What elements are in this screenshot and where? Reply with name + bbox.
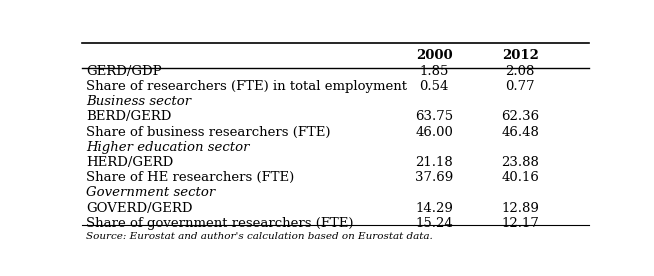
Text: 2000: 2000 <box>416 49 453 62</box>
Text: HERD/GERD: HERD/GERD <box>86 156 173 169</box>
Text: Government sector: Government sector <box>86 186 215 200</box>
Text: Higher education sector: Higher education sector <box>86 141 249 154</box>
Text: 1.85: 1.85 <box>419 65 449 78</box>
Text: 21.18: 21.18 <box>415 156 453 169</box>
Text: 46.00: 46.00 <box>415 126 453 139</box>
Text: GOVERD/GERD: GOVERD/GERD <box>86 202 192 215</box>
Text: 2.08: 2.08 <box>506 65 535 78</box>
Text: 2012: 2012 <box>502 49 539 62</box>
Text: Share of government researchers (FTE): Share of government researchers (FTE) <box>86 217 353 230</box>
Text: Business sector: Business sector <box>86 95 191 108</box>
Text: 46.48: 46.48 <box>501 126 539 139</box>
Text: Share of business researchers (FTE): Share of business researchers (FTE) <box>86 126 330 139</box>
Text: 15.24: 15.24 <box>415 217 453 230</box>
Text: 14.29: 14.29 <box>415 202 453 215</box>
Text: BERD/GERD: BERD/GERD <box>86 110 171 123</box>
Text: 40.16: 40.16 <box>501 171 539 184</box>
Text: Share of researchers (FTE) in total employment: Share of researchers (FTE) in total empl… <box>86 80 407 93</box>
Text: 37.69: 37.69 <box>415 171 453 184</box>
Text: Share of HE researchers (FTE): Share of HE researchers (FTE) <box>86 171 294 184</box>
Text: GERD/GDP: GERD/GDP <box>86 65 162 78</box>
Text: Source: Eurostat and author's calculation based on Eurostat data.: Source: Eurostat and author's calculatio… <box>86 232 432 241</box>
Text: 0.77: 0.77 <box>506 80 535 93</box>
Text: 0.54: 0.54 <box>419 80 449 93</box>
Text: 12.17: 12.17 <box>501 217 539 230</box>
Text: 23.88: 23.88 <box>501 156 539 169</box>
Text: 63.75: 63.75 <box>415 110 453 123</box>
Text: 12.89: 12.89 <box>501 202 539 215</box>
Text: 62.36: 62.36 <box>501 110 540 123</box>
